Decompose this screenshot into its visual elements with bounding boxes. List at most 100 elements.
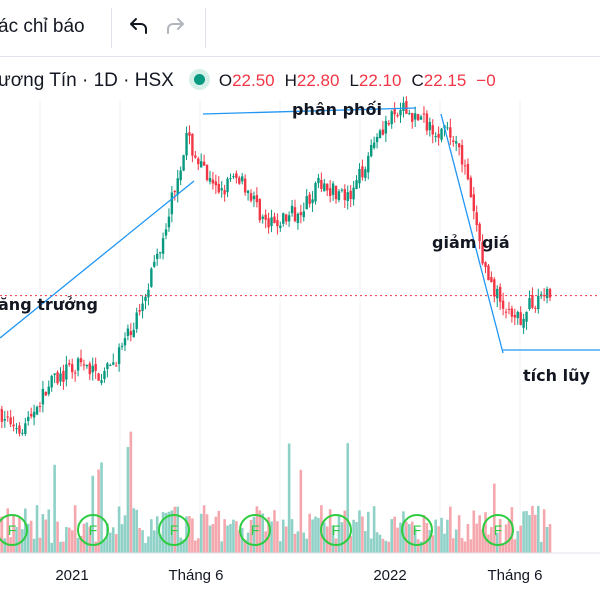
volume-bar [408, 524, 411, 553]
volume-bar [446, 519, 449, 553]
volume-bar [437, 526, 440, 553]
redo-arrow-icon[interactable] [162, 12, 192, 42]
change-value: −0 [476, 71, 496, 90]
indicators-button[interactable]: ác chỉ báo [0, 16, 85, 37]
volume-bar [510, 507, 514, 553]
annotation-label: ăng trưởng [0, 295, 98, 314]
volume-bar [460, 537, 464, 553]
x-tick-label: 2022 [373, 567, 406, 584]
volume-bar [120, 524, 124, 553]
candle [141, 295, 144, 319]
candle [387, 120, 390, 127]
undo-arrow-icon[interactable] [122, 12, 152, 42]
volume-bar [252, 516, 256, 553]
candle [364, 166, 367, 182]
volume-bar [443, 533, 446, 553]
candle [32, 404, 36, 426]
candle [537, 288, 540, 314]
volume-bar [123, 515, 127, 553]
annotation-label: phân phối [292, 100, 382, 119]
volume-bar [364, 531, 367, 553]
candle [91, 357, 94, 381]
candle [138, 303, 141, 316]
volume-bar [258, 510, 262, 553]
candle [340, 188, 344, 193]
volume-bar [296, 531, 300, 553]
volume-bar [375, 532, 379, 553]
volume-bar [214, 516, 218, 553]
candle [343, 184, 347, 208]
candle [71, 358, 74, 379]
volume-bar [361, 516, 364, 553]
candle [82, 359, 86, 371]
symbol-title[interactable]: ương Tín · 1D · HSX [0, 70, 174, 91]
volume-bar [261, 513, 265, 553]
candle [276, 213, 279, 235]
volume-bar [220, 541, 224, 553]
candle [416, 113, 420, 121]
volume-bar [270, 521, 273, 553]
chart-grid [39, 100, 521, 553]
volume-bar [276, 521, 279, 553]
volume-bar [355, 522, 358, 553]
volume-bar [422, 515, 426, 553]
volume-bar [396, 527, 399, 553]
candle [346, 185, 349, 210]
candle [326, 183, 329, 197]
volume-bar [24, 508, 27, 553]
candle [378, 128, 382, 139]
candle [41, 380, 45, 413]
candle [47, 380, 50, 397]
candle [241, 172, 244, 185]
volume-bar [232, 519, 235, 553]
candle [393, 102, 396, 123]
volume-bar [484, 512, 487, 553]
candle [478, 222, 481, 249]
candle [53, 373, 56, 384]
volume-bar [516, 530, 520, 553]
candle [129, 323, 133, 342]
volume-bar [279, 541, 282, 553]
event-marker-icon: F [0, 514, 28, 546]
volume-bar [314, 516, 317, 553]
volume-bar [15, 526, 18, 553]
event-marker-icon: F [320, 514, 352, 546]
volume-bar [12, 515, 15, 553]
volume-bar [369, 538, 373, 553]
candle [120, 342, 124, 350]
volume-bar [293, 533, 297, 553]
candle [279, 221, 282, 232]
candle [76, 356, 80, 377]
candle [367, 152, 370, 180]
candle [229, 173, 232, 182]
candle [161, 232, 165, 260]
candle [114, 361, 118, 367]
volume-bar [305, 538, 309, 553]
candle [211, 171, 215, 190]
volume-bar [322, 522, 326, 553]
volume-bar [413, 528, 417, 553]
chart-toolbar: ác chỉ báo [0, 0, 600, 57]
candle [156, 248, 159, 266]
volume-bar [264, 531, 267, 553]
low-value: 22.10 [358, 71, 402, 90]
candle [176, 169, 179, 203]
volume-bar [196, 538, 200, 553]
x-tick-label: 2021 [55, 567, 88, 584]
candle [270, 209, 273, 233]
volume-bar [290, 519, 294, 553]
volume-bar [513, 539, 517, 553]
candle [525, 311, 528, 330]
volume-bar [111, 527, 115, 553]
candle [498, 283, 502, 310]
volume-bar [531, 505, 534, 553]
market-status-icon[interactable] [193, 74, 205, 86]
candle [446, 121, 449, 131]
volume-bar [522, 511, 525, 553]
svg-text:F: F [413, 522, 422, 538]
candle [466, 158, 470, 181]
candle [85, 364, 89, 369]
candle [531, 287, 534, 310]
